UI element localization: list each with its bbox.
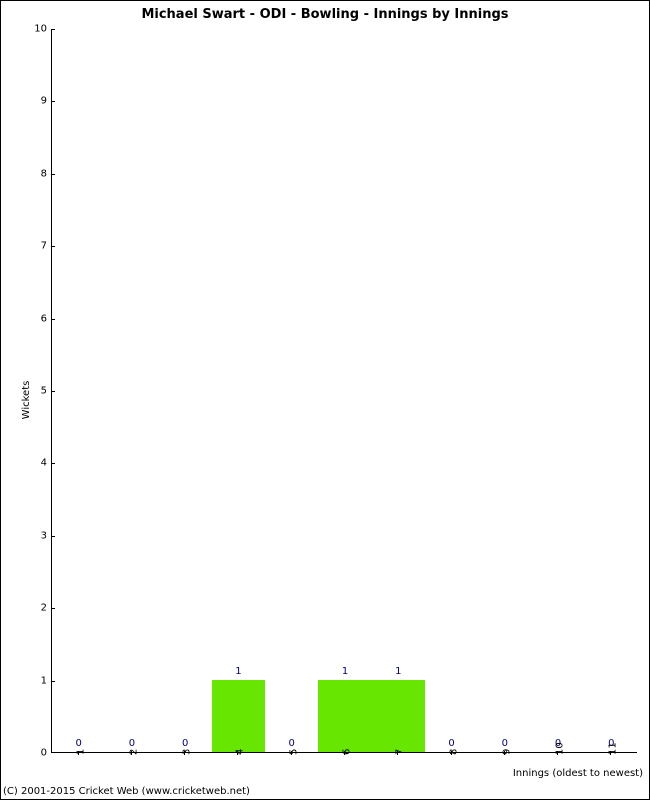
y-tick-label: 0 xyxy=(27,748,47,759)
y-tick xyxy=(51,319,55,320)
y-tick xyxy=(51,463,55,464)
bar-value-label: 0 xyxy=(75,738,81,749)
x-tick-label: 6 xyxy=(342,749,353,755)
bar xyxy=(212,680,265,752)
y-tick-label: 7 xyxy=(27,241,47,252)
bar-value-label: 0 xyxy=(502,738,508,749)
x-tick-label: 1 xyxy=(75,749,86,755)
x-tick-label: 8 xyxy=(448,749,459,755)
bar-value-label: 1 xyxy=(235,666,241,677)
y-tick-label: 9 xyxy=(27,96,47,107)
bar xyxy=(372,680,425,752)
y-tick-label: 3 xyxy=(27,530,47,541)
y-tick-label: 5 xyxy=(27,386,47,397)
bar xyxy=(318,680,371,752)
bar-value-label: 0 xyxy=(129,738,135,749)
y-tick-label: 4 xyxy=(27,458,47,469)
bar-value-label: 0 xyxy=(182,738,188,749)
x-tick-label: 9 xyxy=(501,749,512,755)
x-tick-label: 11 xyxy=(608,742,619,755)
y-tick xyxy=(51,101,55,102)
y-tick-label: 6 xyxy=(27,313,47,324)
chart-frame: Michael Swart - ODI - Bowling - Innings … xyxy=(0,0,650,800)
y-tick xyxy=(51,681,55,682)
y-tick xyxy=(51,246,55,247)
bar-value-label: 1 xyxy=(395,666,401,677)
x-axis-label: Innings (oldest to newest) xyxy=(513,768,643,779)
y-tick-label: 2 xyxy=(27,603,47,614)
copyright-text: (C) 2001-2015 Cricket Web (www.cricketwe… xyxy=(3,786,250,797)
y-tick xyxy=(51,174,55,175)
x-tick-label: 3 xyxy=(182,749,193,755)
x-tick-label: 4 xyxy=(235,749,246,755)
bar-value-label: 0 xyxy=(289,738,295,749)
y-tick-label: 8 xyxy=(27,168,47,179)
chart-title: Michael Swart - ODI - Bowling - Innings … xyxy=(1,7,649,22)
x-tick-label: 2 xyxy=(128,749,139,755)
y-tick xyxy=(51,391,55,392)
y-tick-label: 10 xyxy=(27,24,47,35)
y-tick xyxy=(51,29,55,30)
y-tick xyxy=(51,608,55,609)
x-tick-label: 10 xyxy=(555,742,566,755)
x-tick-label: 5 xyxy=(288,749,299,755)
y-tick-label: 1 xyxy=(27,675,47,686)
plot-area: 00010110000 xyxy=(51,29,637,753)
bar-value-label: 0 xyxy=(448,738,454,749)
y-tick xyxy=(51,536,55,537)
x-tick-label: 7 xyxy=(395,749,406,755)
bar-value-label: 1 xyxy=(342,666,348,677)
